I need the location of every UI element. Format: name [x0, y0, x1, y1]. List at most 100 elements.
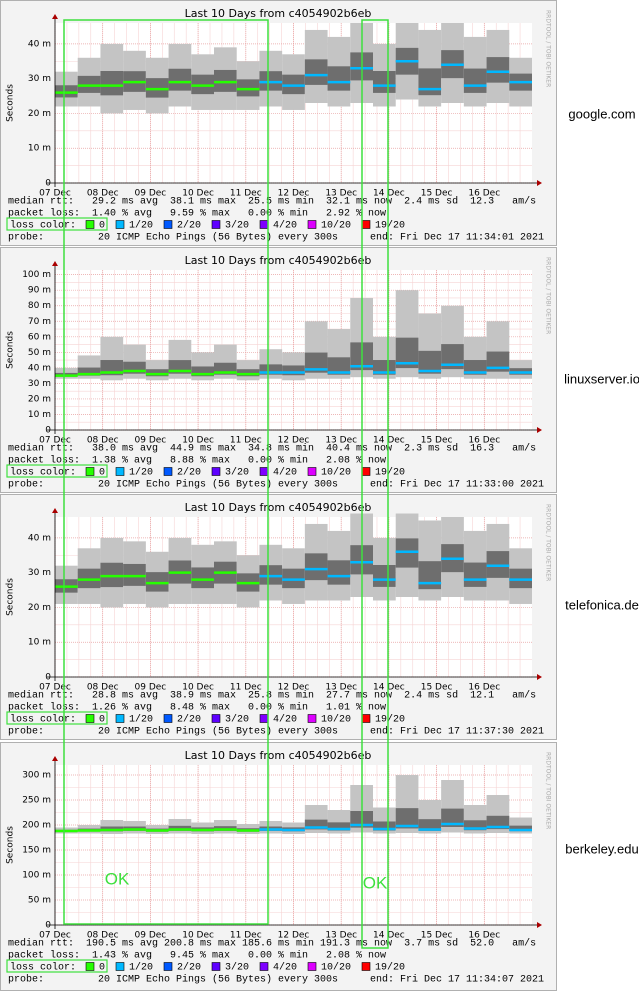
legend-swatch	[163, 220, 173, 229]
smoke-core	[327, 560, 351, 585]
y-tick-label: 30 m	[28, 568, 51, 578]
annotation: OK	[363, 873, 388, 892]
y-axis-label: Seconds	[6, 578, 16, 616]
legend-swatch	[211, 467, 221, 476]
x-tick-label: 12 Dec	[278, 436, 310, 446]
loss-legend-label: loss color:	[10, 962, 76, 974]
smoke-core	[418, 350, 442, 374]
x-tick-label: 10 Dec	[182, 189, 214, 199]
legend-swatch	[307, 714, 317, 723]
legend-label: 3/20	[225, 220, 249, 232]
legend-label: 19/20	[375, 467, 405, 479]
probe-info: probe: 20 ICMP Echo Pings (56 Bytes) eve…	[8, 479, 338, 491]
legend-label: 4/20	[273, 714, 297, 726]
smoke-core	[373, 565, 396, 587]
x-tick-label: 10 Dec	[182, 436, 214, 446]
smoke-core	[463, 68, 487, 93]
x-tick-label: 14 Dec	[373, 189, 405, 199]
end-time: end: Fri Dec 17 11:34:07 2021	[370, 974, 544, 986]
legend-label: 2/20	[177, 220, 201, 232]
legend-swatch	[85, 220, 95, 229]
x-tick-label: 07 Dec	[39, 683, 71, 693]
smoke-core	[304, 819, 328, 830]
loss-legend-label: loss color:	[10, 714, 76, 726]
end-time: end: Fri Dec 17 11:37:30 2021	[370, 726, 544, 738]
x-tick-label: 09 Dec	[135, 683, 167, 693]
axis-arrow	[52, 14, 58, 19]
x-tick-label: 16 Dec	[468, 683, 500, 693]
axis-arrow	[52, 756, 58, 761]
legend-swatch	[115, 467, 125, 476]
x-tick-label: 08 Dec	[87, 436, 119, 446]
legend-swatch	[211, 220, 221, 229]
y-tick-label: 50 m	[28, 896, 51, 906]
legend-label: 4/20	[273, 467, 297, 479]
legend-label: 4/20	[273, 962, 297, 974]
x-tick-label: 14 Dec	[373, 436, 405, 446]
legend-swatch	[211, 962, 221, 971]
highlight-box	[361, 19, 389, 949]
legend-swatch	[115, 714, 125, 723]
legend-swatch	[211, 714, 221, 723]
axis-arrow	[537, 180, 542, 186]
y-tick-label: 40 m	[28, 39, 51, 49]
legend-label: 10/20	[321, 714, 351, 726]
legend-swatch	[307, 467, 317, 476]
smoke-core	[100, 71, 124, 96]
x-tick-label: 11 Dec	[230, 436, 262, 446]
legend-swatch	[307, 962, 317, 971]
smoke-core	[191, 366, 214, 377]
x-tick-label: 12 Dec	[278, 189, 310, 199]
legend-label: 0	[99, 468, 105, 479]
y-tick-label: 20 m	[28, 394, 51, 404]
smoke-core	[327, 66, 351, 91]
x-tick-label: 07 Dec	[39, 436, 71, 446]
legend-label: 3/20	[225, 467, 249, 479]
x-tick-label: 08 Dec	[87, 683, 119, 693]
y-tick-label: 150 m	[22, 846, 51, 856]
x-tick-label: 12 Dec	[278, 683, 310, 693]
smoke-core	[509, 825, 532, 832]
y-tick-label: 100 m	[22, 871, 51, 881]
x-tick-label: 14 Dec	[373, 931, 405, 941]
x-tick-label: 16 Dec	[468, 931, 500, 941]
panel: 0 10 m 20 m 30 m 40 m 07 Dec 08 Dec 09 Dec 10 De…	[0, 494, 557, 740]
legend-label: 1/20	[129, 962, 153, 974]
legend-swatch	[115, 220, 125, 229]
loss-stats: packet loss: 1.43 % avg 9.45 % max 0.00 …	[8, 950, 386, 962]
rtt-stats: median rtt: 190.5 ms avg 200.8 ms max 18…	[8, 938, 536, 950]
y-tick-label: 20 m	[28, 603, 51, 613]
watermark: RRDTOOL / TOBI OETIKER	[545, 504, 552, 581]
y-tick-label: 70 m	[28, 317, 51, 327]
legend-label: 10/20	[321, 220, 351, 232]
end-time: end: Fri Dec 17 11:33:00 2021	[370, 479, 544, 491]
x-tick-label: 13 Dec	[325, 931, 357, 941]
legend-label: 0	[99, 715, 105, 726]
probe-info: probe: 20 ICMP Echo Pings (56 Bytes) eve…	[8, 974, 338, 986]
y-tick-label: 60 m	[28, 332, 51, 342]
x-tick-label: 09 Dec	[135, 189, 167, 199]
axis-arrow	[52, 261, 58, 266]
chart-title: Last 10 Days from c4054902b6eb	[185, 749, 372, 762]
y-tick-label: 30 m	[28, 379, 51, 389]
smoke-core	[304, 352, 328, 373]
panel: 0 10 m 20 m 30 m 40 m 07 Dec 08 Dec 09 Dec 10 De…	[0, 0, 557, 246]
legend-swatch	[259, 714, 269, 723]
chart-title: Last 10 Days from c4054902b6eb	[185, 501, 372, 514]
legend-swatch	[259, 467, 269, 476]
x-tick-label: 08 Dec	[87, 931, 119, 941]
legend-swatch	[361, 714, 371, 723]
smoke-core	[418, 68, 442, 96]
legend-swatch	[85, 962, 95, 971]
highlight-box	[6, 711, 108, 725]
y-tick-label: 0	[45, 673, 51, 683]
legend-label: 0	[99, 221, 105, 232]
smoke-core	[77, 367, 101, 376]
chart-title: Last 10 Days from c4054902b6eb	[185, 7, 372, 20]
legend-swatch	[307, 220, 317, 229]
end-time: end: Fri Dec 17 11:34:01 2021	[370, 232, 544, 244]
highlight-box	[6, 959, 108, 973]
smoke-core	[327, 357, 351, 375]
legend-label: 0	[99, 963, 105, 974]
